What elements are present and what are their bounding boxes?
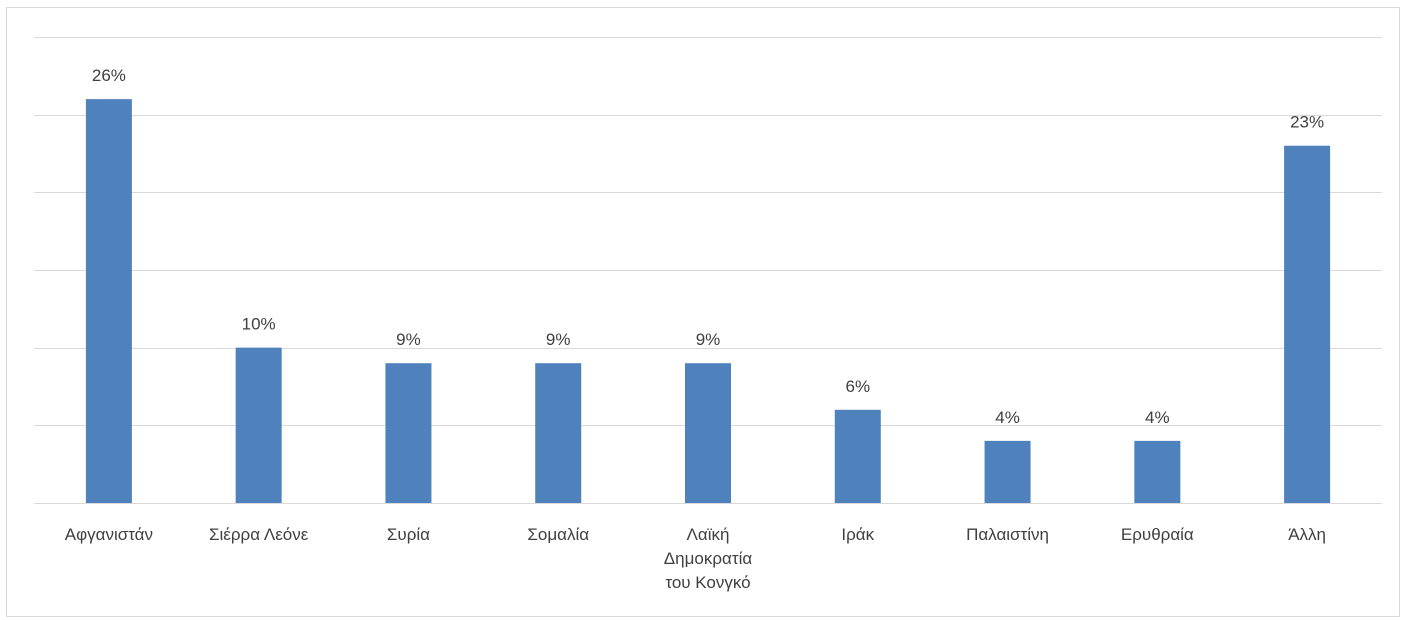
bars (85, 99, 1331, 503)
category-label: Άλλη (1288, 525, 1326, 544)
category-label: Ερυθραία (1121, 525, 1194, 544)
data-label: 4% (1145, 408, 1170, 427)
bar (85, 99, 132, 503)
data-label: 9% (396, 330, 421, 349)
bar (1134, 440, 1181, 503)
category-labels: Αφγανιστάν Σιέρρα Λεόνε Συρία Σομαλία Λαϊκή Δ… (65, 525, 1326, 592)
bar (834, 409, 881, 503)
data-label: 6% (845, 377, 870, 396)
bar (1284, 145, 1331, 503)
category-label: Παλαιστίνη (966, 525, 1049, 544)
category-label: Σιέρρα Λεόνε (209, 525, 309, 544)
data-label: 9% (696, 330, 721, 349)
category-label: Ιράκ (841, 525, 874, 544)
data-labels: 26% 10% 9% 9% 9% 6% 4% 4% 23% (92, 66, 1324, 427)
bar (535, 363, 582, 503)
data-label: 4% (995, 408, 1020, 427)
category-label: Συρία (387, 525, 430, 544)
bar (385, 363, 432, 503)
bar (685, 363, 731, 503)
bar (984, 440, 1031, 503)
data-label: 23% (1290, 113, 1324, 132)
data-label: 10% (242, 315, 276, 334)
data-label: 9% (546, 330, 571, 349)
category-label: Αφγανιστάν (65, 525, 153, 544)
bar (235, 347, 282, 503)
chart-frame (6, 7, 1400, 617)
category-label: Σομαλία (527, 525, 589, 544)
data-label: 26% (92, 66, 126, 85)
category-label: Λαϊκή Δημοκρατία του Κονγκό (664, 525, 753, 592)
